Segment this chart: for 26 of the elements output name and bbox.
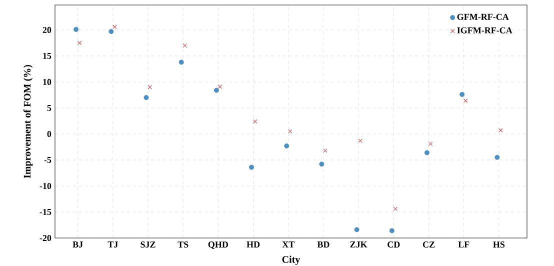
x-tick-label: QHD bbox=[208, 242, 228, 249]
y-tick-label: -5 bbox=[44, 156, 52, 163]
y-tick-label: 15 bbox=[43, 52, 52, 59]
x-tick-label: BJ bbox=[72, 242, 83, 248]
x-tick-label: CZ bbox=[422, 242, 435, 248]
x-tick-label: BD bbox=[317, 242, 330, 248]
x-tick-label: SJZ bbox=[140, 242, 156, 248]
x-tick-label: CD bbox=[388, 242, 400, 248]
y-tick-label: 10 bbox=[43, 78, 52, 86]
x-tick-label: LF bbox=[458, 242, 470, 248]
x-tick-label: HS bbox=[493, 242, 505, 248]
y-tick-label: -15 bbox=[40, 208, 52, 216]
legend-label: IGFM-RF-CA bbox=[457, 27, 512, 34]
y-tick-label: -10 bbox=[40, 182, 52, 190]
y-tick-label: 5 bbox=[47, 104, 52, 111]
x-tick-label: ZJK bbox=[350, 242, 368, 248]
x-axis-title: City bbox=[282, 256, 300, 265]
y-tick-label: 0 bbox=[47, 130, 52, 138]
x-tick-label: HD bbox=[246, 242, 260, 248]
y-axis-title: Improvement of FOM (%) bbox=[23, 64, 33, 178]
x-tick-label: XT bbox=[282, 242, 294, 248]
y-tick-label: 20 bbox=[42, 26, 52, 34]
x-tick-label: TJ bbox=[108, 242, 118, 248]
legend-label: GFM-RF-CA bbox=[457, 14, 509, 20]
y-tick-label: -20 bbox=[40, 234, 52, 242]
x-tick-label: TS bbox=[178, 242, 188, 248]
